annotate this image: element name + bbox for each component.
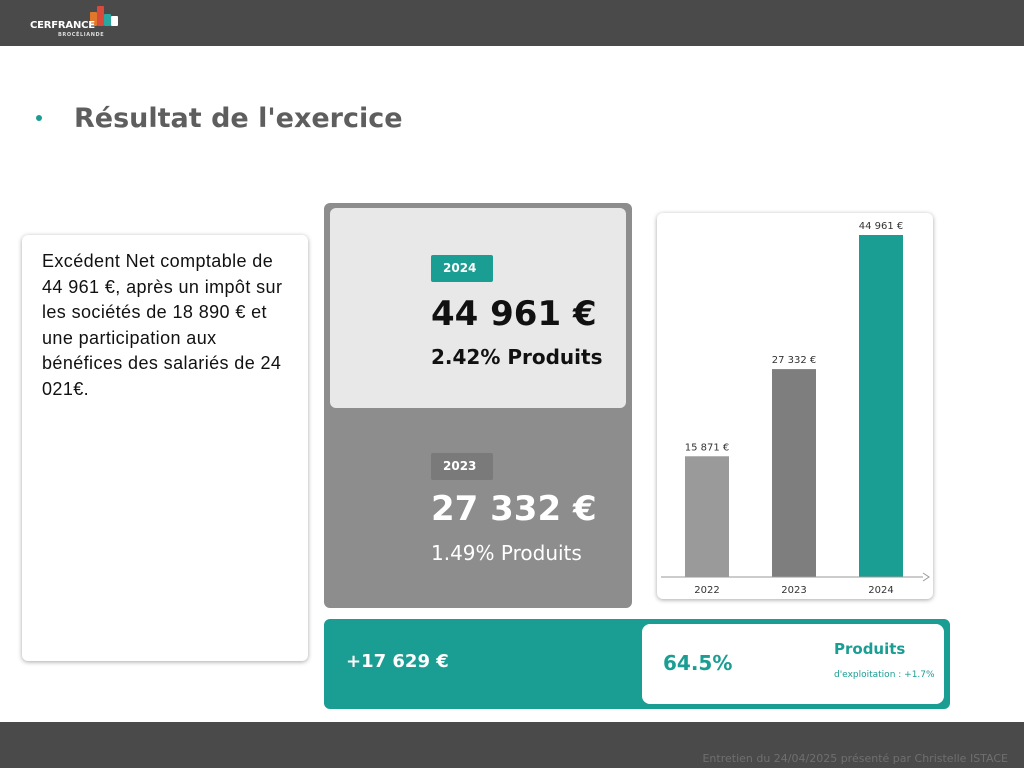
logo-subtitle: BROCÉLIANDE xyxy=(58,32,105,38)
metric-sublabel: d'exploitation : +1.7% xyxy=(834,670,935,680)
chart-bar-2023 xyxy=(772,369,816,577)
logo-name: CERFRANCE xyxy=(30,20,95,31)
variation-card: 64.5% Produits d'exploitation : +1.7% xyxy=(642,624,944,704)
chart-svg: 15 871 € 2022 27 332 € 2023 44 961 € 2024 xyxy=(661,221,930,596)
chart-bar-2024 xyxy=(859,235,903,577)
cerfrance-logo: CERFRANCE BROCÉLIANDE xyxy=(30,6,130,40)
current-year-ratio: 2.42% Produits xyxy=(431,345,603,369)
year-comparison-panel: 2024 44 961 € 2.42% Produits 2023 27 332… xyxy=(324,203,632,608)
logo-marks-icon xyxy=(90,6,118,26)
previous-year-badge: 2023 xyxy=(431,453,493,480)
chart-data-label-2023: 27 332 € xyxy=(772,355,817,366)
slide-title-row: Résultat de l'exercice xyxy=(36,98,403,138)
metric-label: Produits xyxy=(834,640,906,658)
chart-data-label-2024: 44 961 € xyxy=(859,221,904,232)
chart-axis-arrow-icon xyxy=(922,572,930,582)
footer-text: Entretien du 24/04/2025 présenté par Chr… xyxy=(702,752,1008,765)
top-bar: CERFRANCE BROCÉLIANDE xyxy=(0,0,1024,46)
chart-tick-label-2022: 2022 xyxy=(694,585,719,596)
chart-bar-2022 xyxy=(685,456,729,577)
logo-mark-orange xyxy=(90,12,97,26)
page-title: Résultat de l'exercice xyxy=(74,102,403,134)
summary-text-card: Excédent Net comptable de 44 961 €, aprè… xyxy=(22,235,308,661)
current-year-panel: 2024 44 961 € 2.42% Produits xyxy=(330,208,626,408)
variation-percent: 64.5% xyxy=(663,651,733,675)
bottom-bar: Entretien du 24/04/2025 présenté par Chr… xyxy=(0,722,1024,768)
chart-tick-label-2024: 2024 xyxy=(868,585,893,596)
variation-amount: +17 629 € xyxy=(346,651,449,672)
logo-mark-white xyxy=(111,16,118,26)
current-year-badge: 2024 xyxy=(431,255,493,282)
chart-tick-label-2023: 2023 xyxy=(781,585,806,596)
logo-mark-red xyxy=(97,6,104,26)
variation-bar: +17 629 € 64.5% Produits d'exploitation … xyxy=(324,619,950,709)
bullet-icon xyxy=(36,115,42,121)
previous-year-ratio: 1.49% Produits xyxy=(431,541,582,565)
current-year-amount: 44 961 € xyxy=(431,294,597,334)
summary-text: Excédent Net comptable de 44 961 €, aprè… xyxy=(42,251,283,399)
chart-data-label-2022: 15 871 € xyxy=(685,442,730,453)
logo-mark-teal xyxy=(104,14,111,26)
result-bar-chart: 15 871 € 2022 27 332 € 2023 44 961 € 2024 xyxy=(657,213,933,599)
previous-year-amount: 27 332 € xyxy=(431,489,597,529)
